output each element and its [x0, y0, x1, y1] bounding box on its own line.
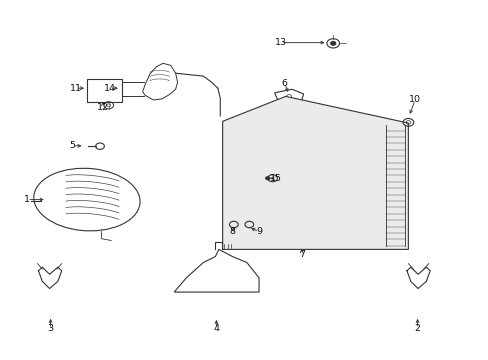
Text: 14: 14	[103, 84, 116, 93]
Text: 4: 4	[213, 324, 219, 333]
Text: 9: 9	[256, 227, 262, 236]
Circle shape	[330, 42, 335, 45]
Text: 6: 6	[281, 80, 287, 89]
Circle shape	[265, 177, 269, 180]
Text: 12: 12	[97, 103, 109, 112]
Text: 3: 3	[47, 324, 54, 333]
Polygon shape	[222, 96, 407, 249]
Text: 10: 10	[408, 95, 420, 104]
Text: 8: 8	[229, 227, 235, 236]
Text: 5: 5	[69, 141, 75, 150]
Text: 11: 11	[70, 84, 81, 93]
Text: 2: 2	[414, 324, 420, 333]
Text: 15: 15	[269, 174, 282, 183]
Text: 13: 13	[274, 38, 286, 47]
Text: 1: 1	[24, 195, 30, 204]
Text: 7: 7	[298, 249, 304, 258]
